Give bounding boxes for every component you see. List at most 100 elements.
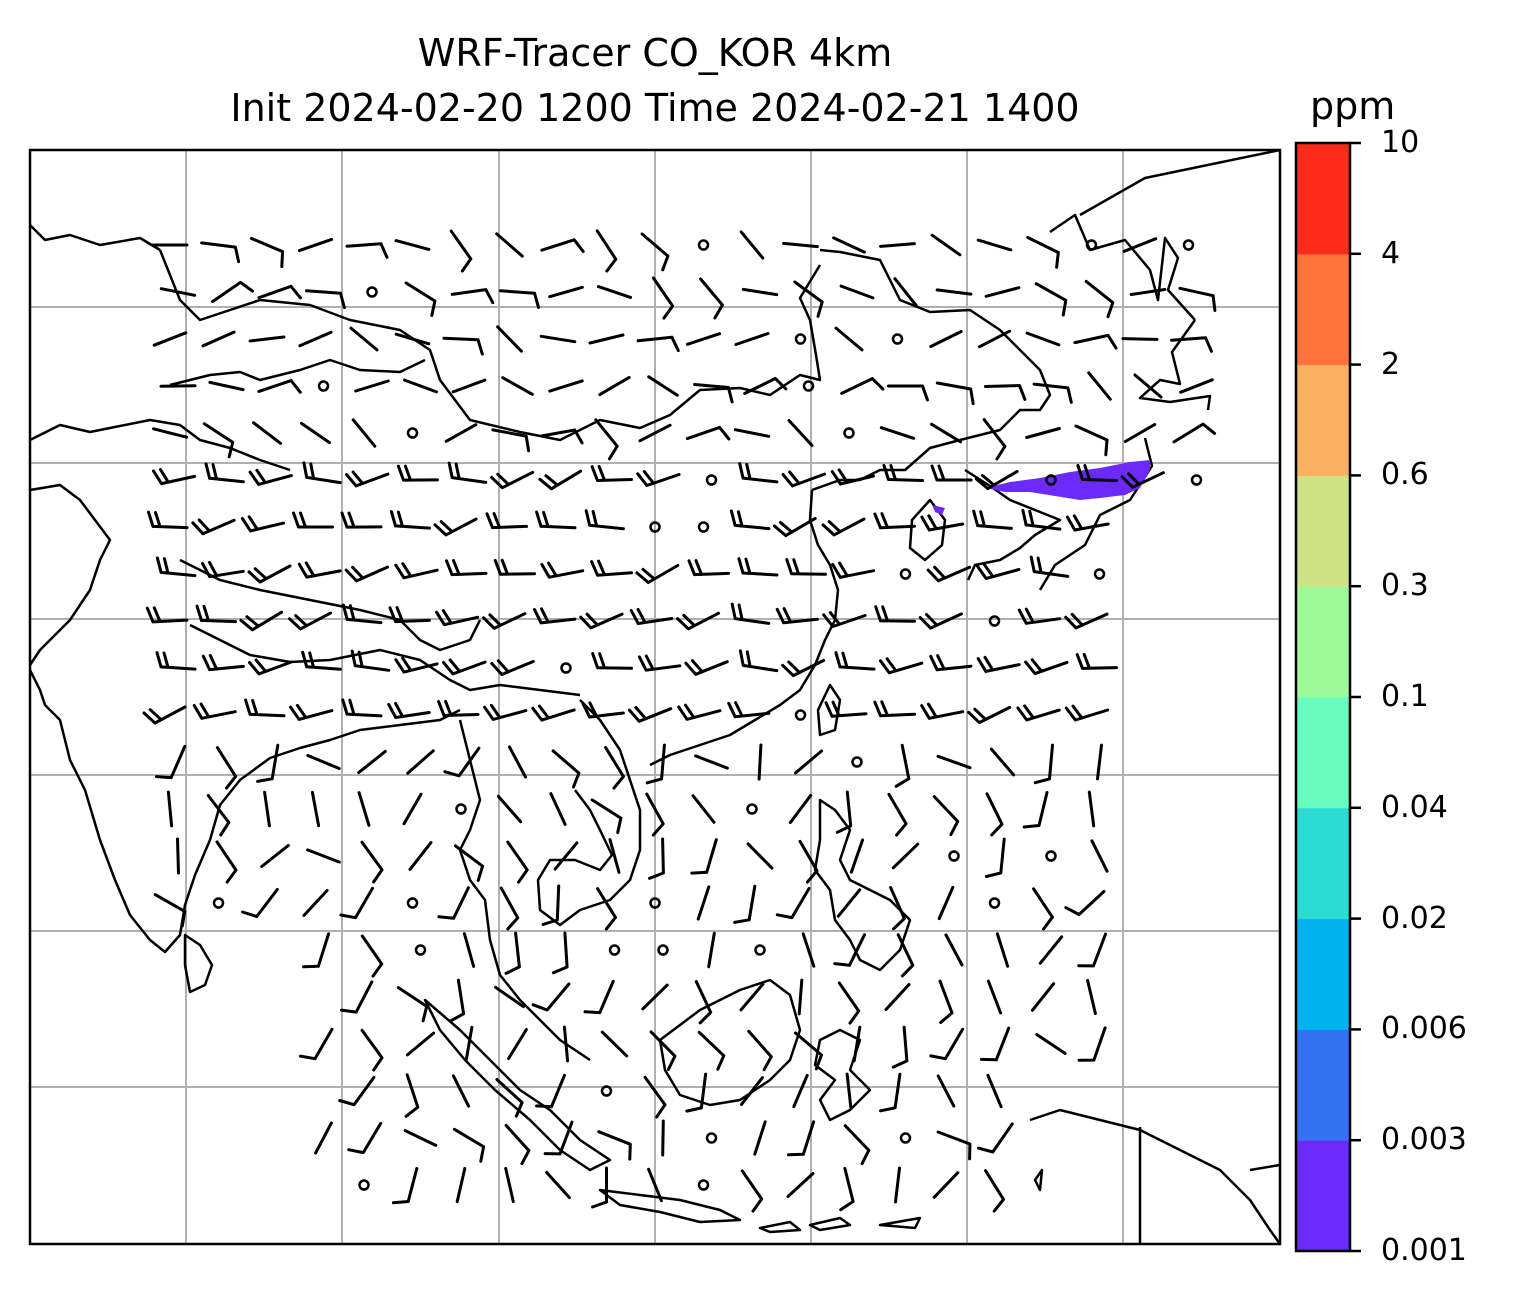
- wind-barb: [984, 1169, 1005, 1213]
- wind-barb: [1024, 658, 1069, 676]
- wind-barb: [394, 332, 431, 346]
- wind-barb: [932, 1171, 960, 1199]
- wind-barb: [729, 509, 771, 531]
- wind-barb: [821, 517, 866, 537]
- wind-barb: [394, 656, 439, 674]
- colorbar-segment: [1296, 1140, 1350, 1252]
- wind-barb: [972, 509, 1013, 530]
- wind-barb: [1077, 932, 1107, 968]
- wind-barb: [1179, 378, 1214, 394]
- wind-barb: [453, 844, 485, 882]
- calm-wind-marker: [212, 897, 225, 909]
- wind-barb: [548, 379, 584, 393]
- wind-barb: [404, 1073, 420, 1118]
- wind-barb: [830, 468, 875, 486]
- wind-barb: [1120, 471, 1165, 489]
- wind-barb: [822, 611, 867, 628]
- wind-barb: [661, 1119, 665, 1157]
- wind-barb: [339, 886, 374, 920]
- wind-barb: [350, 649, 391, 672]
- wind-barb: [835, 790, 853, 834]
- calm-wind-marker: [358, 1179, 370, 1191]
- wind-barb: [884, 983, 911, 1011]
- wind-barb: [302, 932, 331, 969]
- wind-barb: [403, 1129, 438, 1147]
- wind-barb: [462, 932, 476, 968]
- wind-barb: [449, 978, 466, 1023]
- wind-barb: [1064, 890, 1106, 916]
- wind-barb: [490, 659, 535, 676]
- wind-barb: [596, 285, 633, 299]
- wind-barb: [832, 236, 866, 254]
- wind-barb: [787, 419, 814, 447]
- wind-barb: [684, 659, 729, 676]
- wind-barb: [540, 238, 585, 253]
- wind-barb: [740, 1076, 764, 1106]
- wind-barb: [737, 557, 779, 577]
- wind-barb: [629, 607, 674, 625]
- wind-barb: [833, 933, 866, 967]
- wind-barb: [206, 794, 231, 837]
- wind-barb: [444, 423, 478, 443]
- wind-barb: [772, 516, 817, 538]
- calm-wind-marker: [891, 333, 904, 345]
- colorbar-segment: [1296, 807, 1350, 920]
- wind-barb: [918, 612, 963, 630]
- wind-barb: [543, 1120, 574, 1156]
- wind-barb: [201, 654, 245, 672]
- wind-barbs: [142, 229, 1217, 1213]
- calm-wind-marker: [649, 521, 661, 533]
- wind-barb: [248, 468, 293, 486]
- colorbar-tick-label: 0.02: [1381, 900, 1448, 936]
- wind-barb: [201, 330, 236, 348]
- wind-barb: [781, 658, 826, 678]
- wind-barb: [882, 463, 924, 482]
- wind-barb: [257, 284, 302, 300]
- wind-barb: [1038, 935, 1064, 965]
- wind-barb: [445, 559, 488, 577]
- wind-barb: [839, 284, 875, 300]
- wind-barb: [636, 335, 680, 353]
- wind-barb: [785, 558, 827, 576]
- wind-barb: [166, 790, 174, 828]
- calm-wind-marker: [649, 897, 661, 909]
- wind-barb: [297, 561, 342, 579]
- calm-wind-marker: [455, 803, 467, 815]
- wind-barb: [590, 559, 633, 577]
- wind-barb: [982, 418, 1007, 461]
- wind-barb: [455, 1166, 467, 1204]
- wind-barb: [1170, 336, 1213, 353]
- colorbar-tick-label: 4: [1381, 235, 1401, 271]
- wind-barb: [545, 1170, 571, 1200]
- wind-barb: [344, 565, 389, 583]
- wind-barb: [926, 565, 972, 583]
- wind-barb: [539, 428, 584, 445]
- wind-barb: [152, 331, 188, 347]
- wind-barb: [548, 285, 584, 299]
- wind-barb: [967, 705, 1012, 725]
- wind-barb: [1034, 282, 1068, 317]
- wind-barb: [1123, 423, 1157, 443]
- wind-barb: [338, 1075, 376, 1107]
- wind-barb: [357, 749, 387, 775]
- map-title-line2: Init 2024-02-20 1200 Time 2024-02-21 140…: [230, 86, 1080, 130]
- wind-barb: [985, 792, 1004, 837]
- wind-barb: [641, 983, 669, 1011]
- wind-barb: [1121, 337, 1159, 341]
- wind-barb: [775, 607, 819, 625]
- wind-barb: [757, 743, 763, 781]
- wind-barb: [347, 1121, 383, 1155]
- wind-barb: [738, 462, 779, 484]
- wind-barb: [388, 606, 431, 624]
- calm-wind-circles: [212, 239, 1203, 1191]
- wind-barb: [496, 325, 523, 353]
- wind-barb: [635, 564, 680, 584]
- colorbar-segment: [1296, 364, 1350, 476]
- wind-barb: [604, 746, 625, 790]
- wind-barb: [452, 1127, 486, 1163]
- wind-barb: [747, 1029, 773, 1072]
- colorbar-tick-label: 0.3: [1381, 568, 1429, 604]
- wind-barb: [360, 840, 384, 884]
- wind-barb: [636, 470, 681, 487]
- calm-wind-marker: [794, 709, 807, 721]
